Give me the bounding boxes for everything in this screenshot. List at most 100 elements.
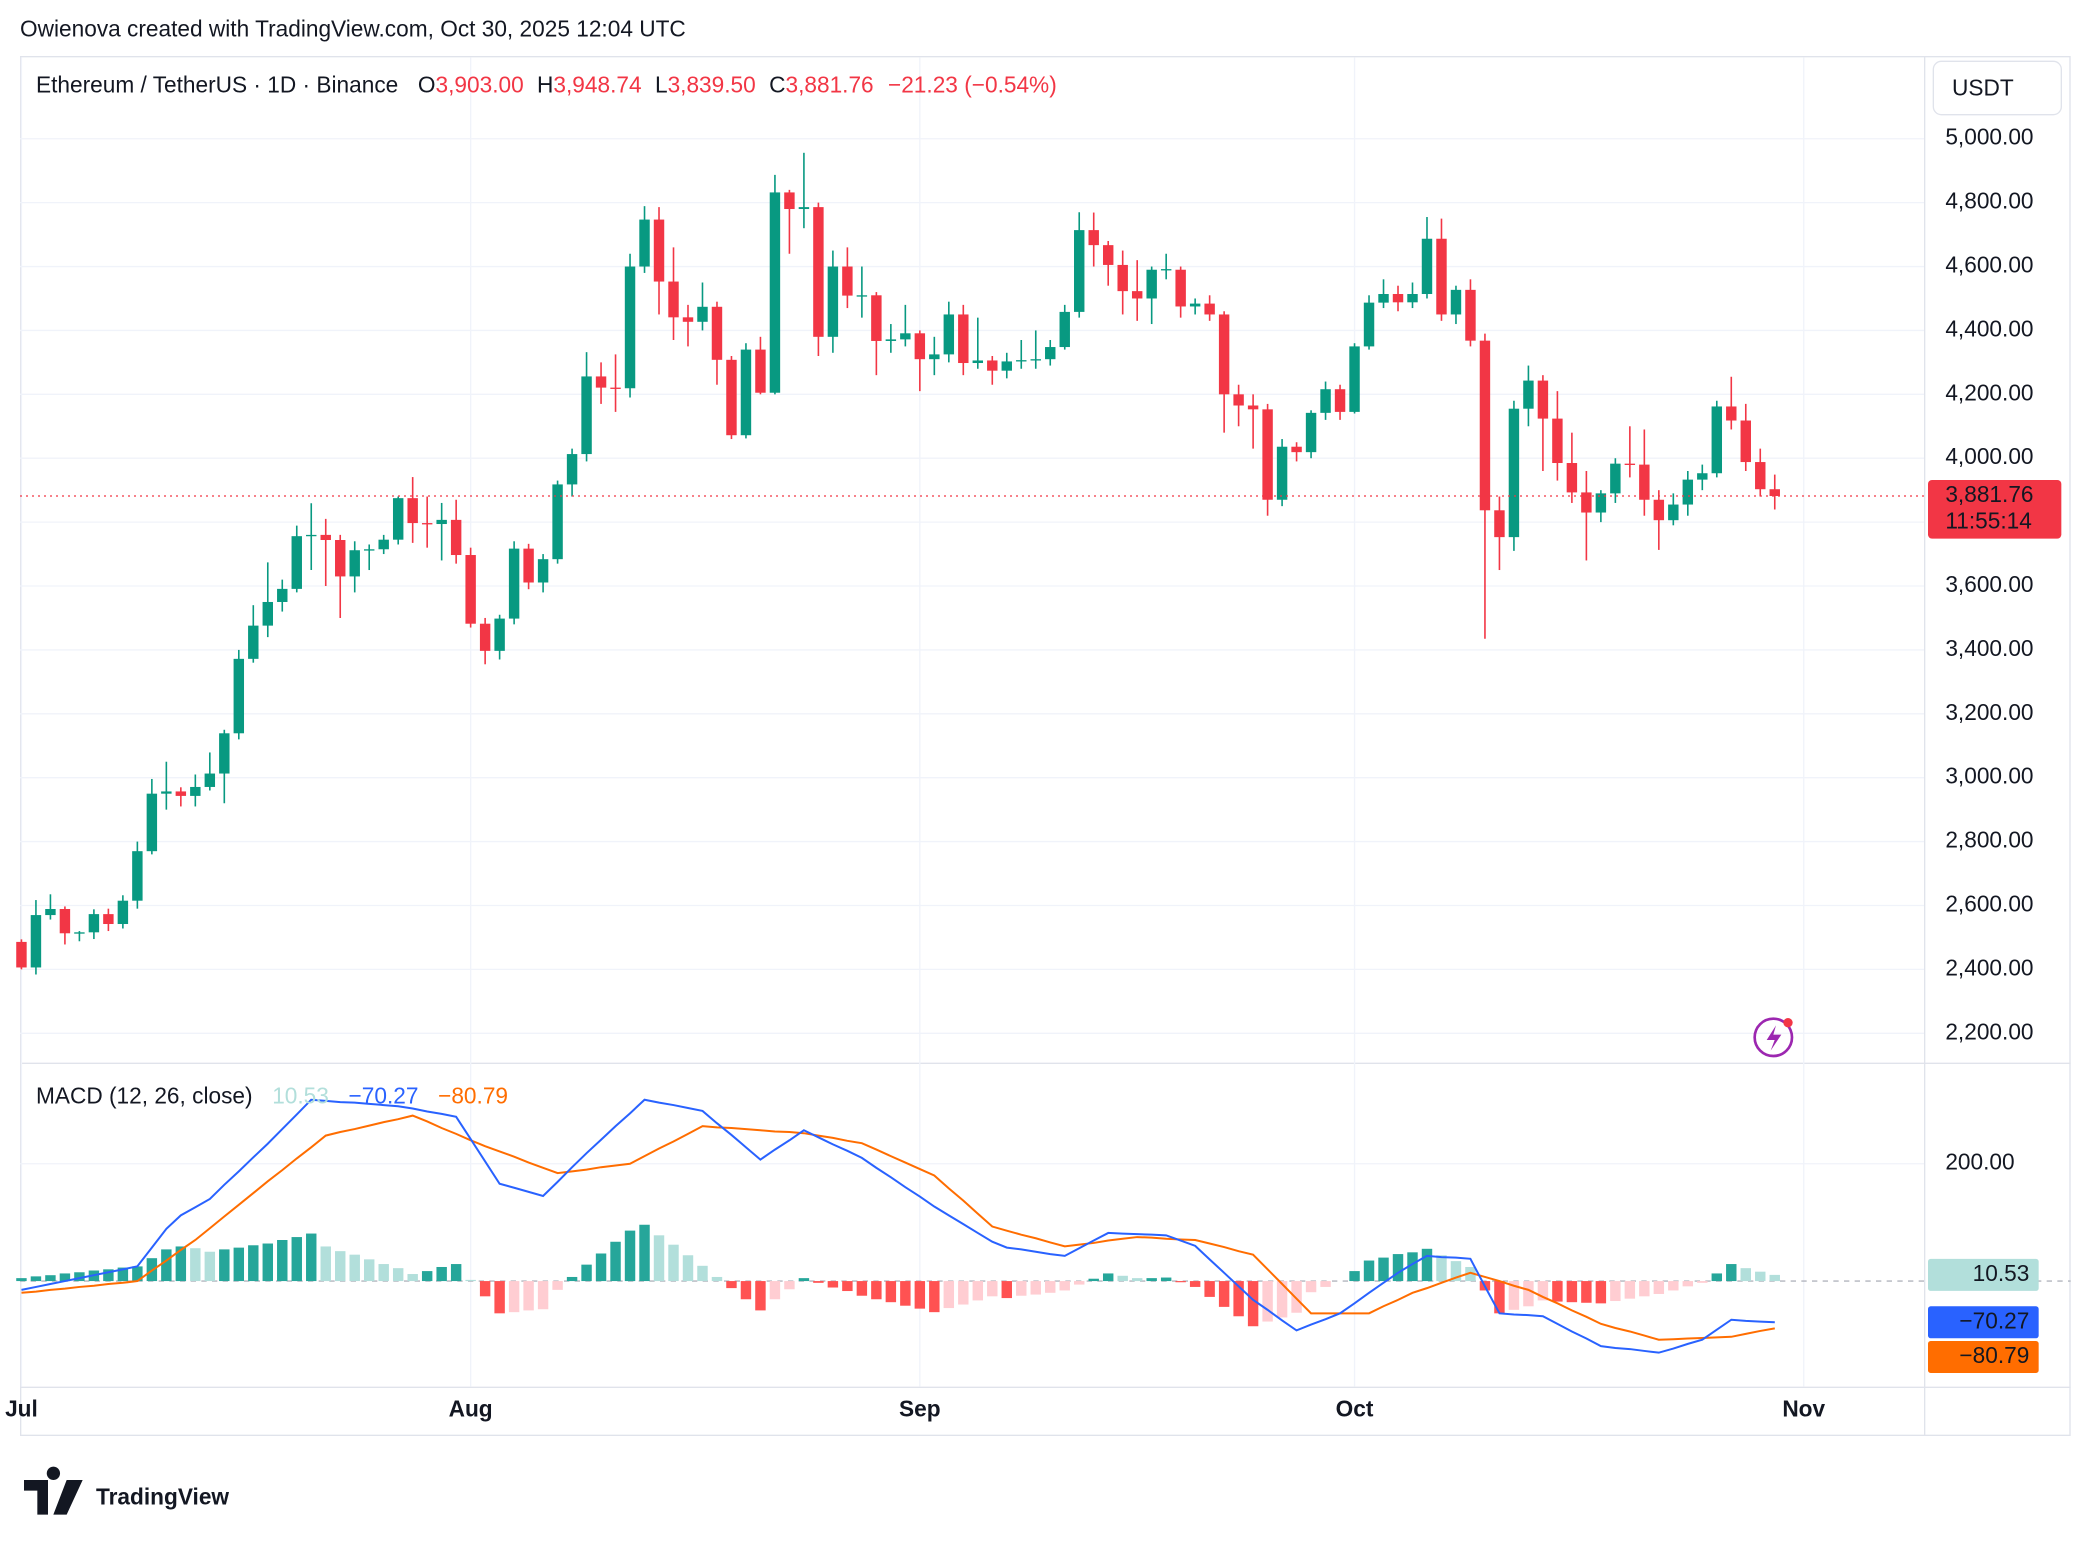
histogram-bar <box>1160 1277 1172 1282</box>
histogram-bar <box>1566 1281 1578 1303</box>
histogram-bar <box>1247 1281 1259 1327</box>
candle-body <box>1421 238 1433 295</box>
legend-value: 3,839.50 <box>668 72 756 98</box>
currency-button[interactable] <box>1932 60 2062 116</box>
candle-body <box>595 376 607 388</box>
signal-value: −80.79 <box>438 1082 508 1108</box>
candle-body <box>233 658 245 734</box>
candle-body <box>668 281 679 318</box>
candle-body <box>349 550 360 577</box>
histogram-bar <box>219 1249 230 1282</box>
candle-body <box>871 295 882 341</box>
histogram-bar <box>450 1264 462 1282</box>
candle-body <box>697 306 708 322</box>
y-tick-label: 2,600.00 <box>1945 890 2033 916</box>
candle-body <box>653 219 665 282</box>
histogram-bar <box>813 1281 824 1283</box>
histogram-bar <box>581 1264 592 1282</box>
histogram-bar <box>1218 1281 1230 1307</box>
candle-body <box>885 339 897 341</box>
legend-key: C <box>769 72 785 98</box>
candle-body <box>1624 463 1636 465</box>
histogram-bar <box>566 1276 578 1282</box>
histogram-bar <box>697 1265 708 1282</box>
candle-body <box>1552 418 1563 464</box>
candle-body <box>900 333 911 340</box>
last-price-label: 3,881.76 <box>1945 481 2033 507</box>
histogram-bar <box>523 1281 534 1311</box>
histogram-bar <box>1697 1281 1708 1283</box>
histogram-value-box <box>1928 1258 2039 1291</box>
alert-dot <box>1783 1018 1793 1028</box>
histogram-bar <box>1349 1271 1360 1282</box>
histogram-bar <box>494 1281 505 1314</box>
candle-body <box>552 484 563 560</box>
candle-body <box>277 588 288 602</box>
histogram-bar <box>45 1275 56 1282</box>
candle-body <box>929 354 940 360</box>
macd-line <box>21 1098 1775 1354</box>
histogram-bar <box>827 1281 839 1288</box>
y-tick-label: 4,000.00 <box>1945 443 2033 469</box>
y-tick-label: 3,000.00 <box>1945 763 2033 789</box>
histogram-bar <box>421 1271 433 1282</box>
attribution: Owienova created with TradingView.com, O… <box>20 16 686 42</box>
candle-body <box>1334 389 1346 412</box>
histogram-bar <box>190 1248 201 1282</box>
candle-body <box>1682 479 1694 505</box>
candle-body <box>1566 463 1578 493</box>
alert-bolt <box>1766 1025 1782 1051</box>
legend-key: L <box>655 72 668 98</box>
legend-key: H <box>537 72 553 98</box>
candle-body <box>755 349 766 393</box>
candle-body <box>1407 294 1418 303</box>
candle-body <box>1102 245 1114 265</box>
currency[interactable]: USDT <box>1952 74 2014 100</box>
candle-body <box>1581 492 1592 513</box>
histogram-bar <box>900 1281 911 1306</box>
candle-body <box>1392 294 1404 303</box>
candle-body <box>103 914 114 925</box>
candle-body <box>1262 409 1273 500</box>
histogram-bar <box>885 1281 897 1303</box>
histogram-bar <box>1146 1278 1157 1282</box>
candle-body <box>842 266 853 296</box>
candle-body <box>132 851 143 901</box>
histogram-bar <box>595 1253 607 1282</box>
macd-value: −70.27 <box>349 1082 419 1108</box>
candle-body <box>827 266 839 337</box>
candle-body <box>813 207 824 337</box>
histogram-bar <box>1059 1281 1070 1291</box>
histogram-bar <box>103 1269 114 1282</box>
candle-body <box>1755 462 1766 490</box>
histogram-bar <box>1088 1278 1099 1282</box>
y-tick-label: 3,400.00 <box>1945 635 2033 661</box>
alert-icon[interactable] <box>1753 1017 1794 1058</box>
candle-body <box>1378 294 1389 303</box>
histogram-bar <box>1755 1271 1766 1282</box>
y-tick-label: 2,400.00 <box>1945 954 2033 980</box>
candle-body <box>219 733 230 774</box>
histogram-bar <box>407 1274 418 1282</box>
legend-value: 3,881.76 <box>785 72 873 98</box>
histogram-bar <box>1465 1266 1476 1282</box>
candle-body <box>1711 406 1723 474</box>
countdown: 11:55:14 <box>1945 508 2032 534</box>
candle-body <box>1218 314 1230 395</box>
candle-body <box>639 219 650 267</box>
candle-body <box>1465 289 1476 341</box>
histogram-bar <box>1175 1281 1186 1283</box>
signal-line <box>21 1114 1775 1341</box>
histogram-bar <box>363 1259 375 1282</box>
macd-title: MACD (12, 26, close) <box>36 1082 253 1108</box>
candle-body <box>146 793 158 852</box>
candle-body <box>1697 473 1708 480</box>
histogram-bar <box>856 1281 868 1296</box>
candle-body <box>711 306 723 360</box>
histogram-bar <box>1131 1278 1143 1282</box>
candle-body <box>1523 380 1534 409</box>
candle-body <box>436 519 447 525</box>
histogram-bar <box>1407 1252 1418 1282</box>
candle-body <box>1146 269 1157 299</box>
legend-value: 3,903.00 <box>436 72 524 98</box>
